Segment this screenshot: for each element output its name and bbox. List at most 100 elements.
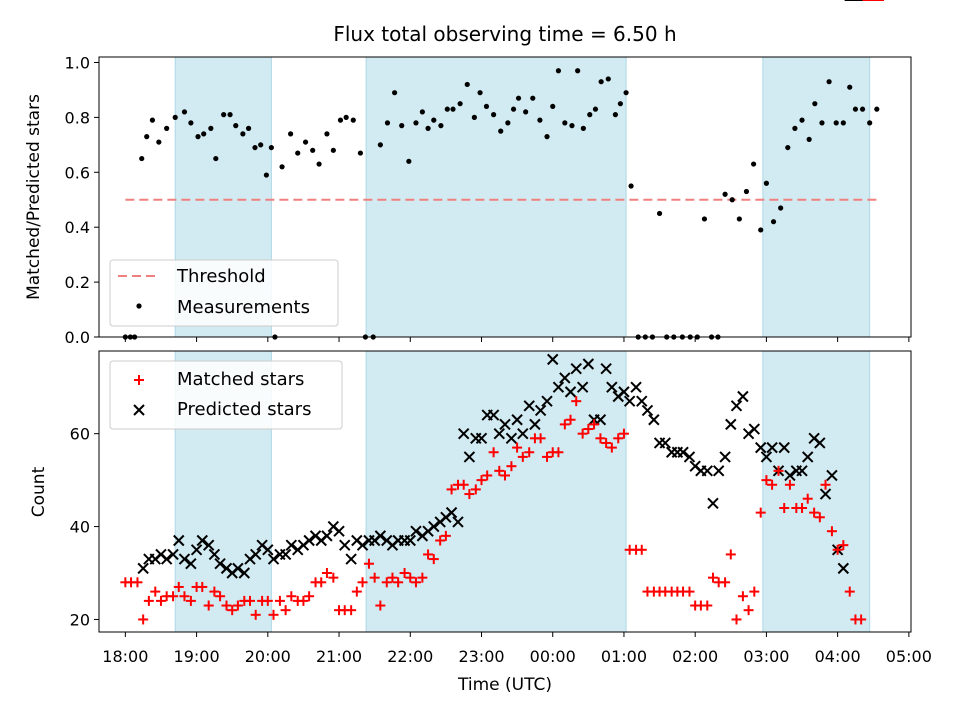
measurements-series (122, 68, 880, 340)
matched-star-point (286, 591, 297, 602)
predicted-star-point (190, 544, 203, 556)
measurement-point (758, 227, 764, 233)
measurement-point (587, 112, 593, 118)
measurement-point (778, 205, 784, 211)
matched-star-point (838, 540, 849, 551)
matched-star-point (589, 419, 600, 430)
measurement-point (477, 90, 483, 96)
measurement-point (544, 134, 550, 140)
matched-star-point (684, 586, 695, 597)
matched-star-point (500, 470, 510, 481)
predicted-star-point (547, 353, 559, 366)
measurement-point (288, 131, 294, 137)
predicted-star-point (737, 390, 749, 403)
matched-star-point (577, 428, 588, 439)
measurement-point (859, 106, 866, 112)
measurement-point (867, 120, 873, 126)
predicted-star-point (707, 497, 719, 510)
predicted-star-point (445, 506, 458, 519)
predicted-star-point (517, 427, 529, 440)
matched-star-point (346, 605, 357, 616)
measurement-point (701, 216, 708, 222)
matched-star-point (405, 572, 416, 583)
matched-star-point (357, 577, 368, 588)
bottom-plot-frame (98, 350, 912, 633)
matched-star-point (755, 507, 766, 518)
matched-star-point (779, 502, 790, 513)
predicted-star-point (802, 451, 814, 463)
predicted-star-point (457, 427, 470, 440)
predicted-star-point (541, 395, 553, 407)
predicted-star-point (173, 534, 185, 547)
matched-star-point (583, 424, 594, 435)
predicted-star-point (463, 451, 476, 463)
matched-star-point (227, 605, 238, 616)
predicted-star-point (404, 534, 416, 547)
measurement-point (874, 106, 880, 112)
matched-star-point (363, 558, 374, 569)
matched-star-point (814, 512, 825, 523)
measurement-point (550, 103, 556, 110)
measurement-point (736, 216, 742, 222)
matched-star-point (410, 577, 421, 588)
measurement-point (471, 114, 477, 120)
predicted-star-point (677, 446, 689, 458)
measurement-point (233, 123, 239, 129)
predicted-star-point (618, 386, 630, 398)
top-x-ticks (124, 337, 910, 342)
predicted-star-point (837, 562, 850, 575)
measurement-point (562, 120, 568, 126)
predicted-star-point (784, 469, 796, 482)
matched-star-point (351, 586, 362, 597)
matched-star-point (399, 568, 410, 579)
predicted-star-point (748, 423, 761, 435)
matched-star-point (565, 414, 576, 425)
predicted-star-point (523, 400, 535, 412)
predicted-star-point (475, 432, 488, 445)
matched-star-point (559, 419, 570, 430)
predicted-star-point (267, 553, 280, 565)
predicted-star-point (641, 404, 654, 417)
measurement-point (826, 79, 832, 85)
matched-star-point (488, 447, 499, 458)
measurement-point (324, 131, 330, 137)
predicted-star-point (636, 395, 648, 407)
matched-star-point (168, 591, 179, 602)
legend-predicted-swatch (133, 404, 145, 416)
x-tick-label: 00:00 (530, 647, 576, 666)
legend-predicted-marker (133, 404, 145, 416)
matched-star-point (155, 595, 166, 606)
measurement-point (799, 117, 805, 123)
matched-star-point (417, 572, 428, 583)
matched-star-point (749, 586, 760, 597)
y-tick-label: 0.4 (65, 218, 90, 237)
matched-star-point (316, 577, 327, 588)
predicted-star-point (238, 567, 251, 579)
matched-star-point (784, 479, 795, 490)
predicted-star-point (576, 381, 589, 393)
measurement-point (201, 131, 207, 137)
top-y-axis-label: Matched/Predicted stars (24, 94, 44, 300)
matched-star-point (138, 614, 149, 625)
predicted-star-point (534, 404, 547, 417)
bottom-x-ticks: 18:00 19:00 20:00 21:00 22:00 23:00 00:00 01:00… (102, 632, 932, 666)
matched-star-point (731, 614, 742, 625)
predicted-star-point (552, 381, 565, 393)
measurement-point (391, 90, 398, 96)
predicted-star-point (796, 465, 808, 477)
predicted-star-point (428, 520, 440, 533)
matched-star-point (553, 447, 564, 458)
matched-star-point (613, 433, 624, 444)
measurement-point (819, 120, 825, 126)
measurement-point (770, 219, 777, 225)
measurement-point (350, 117, 356, 123)
legend-measurements-label: Measurements (177, 297, 310, 318)
predicted-star-point (374, 530, 387, 542)
predicted-star-point (178, 553, 191, 565)
matched-star-point (250, 609, 261, 620)
measurement-point (729, 197, 735, 203)
predicted-star-point (262, 544, 274, 556)
matched-star-point (173, 581, 184, 592)
x-tick-label: 03:00 (743, 647, 789, 666)
predicted-star-point (683, 451, 696, 463)
